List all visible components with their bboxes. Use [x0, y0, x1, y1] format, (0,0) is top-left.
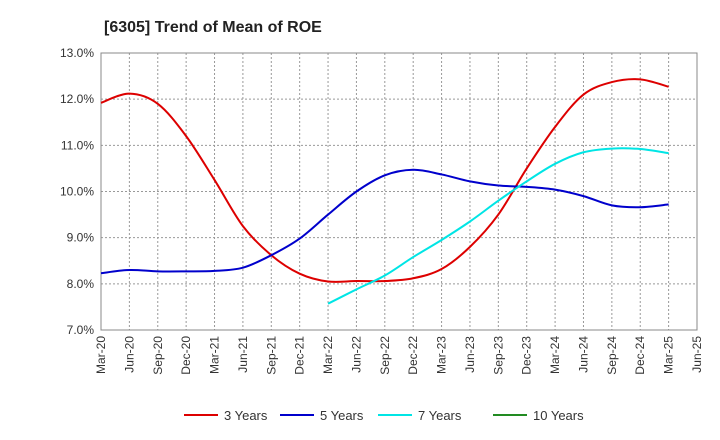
y-tick-label: 12.0% — [60, 92, 94, 106]
series-lines — [100, 78, 669, 305]
series-line-5-years — [100, 168, 669, 275]
series-line-7-years — [327, 147, 669, 305]
chart-title: [6305] Trend of Mean of ROE — [104, 19, 322, 36]
x-tick-label: Sep-23 — [491, 336, 505, 375]
y-tick-label: 11.0% — [61, 138, 94, 152]
plot-area-border — [100, 52, 698, 331]
x-tick-label: Jun-21 — [236, 336, 250, 373]
x-tick-label: Mar-24 — [548, 336, 562, 374]
legend: 3 Years 5 Years 7 Years 10 Years — [184, 408, 584, 423]
x-tick-label: Mar-23 — [435, 336, 449, 374]
legend-label-7-years: 7 Years — [418, 408, 462, 423]
x-tick-label: Jun-25 — [690, 336, 704, 373]
x-tick-label: Dec-21 — [293, 336, 307, 375]
x-tick-label: Dec-23 — [520, 336, 534, 375]
x-tick-label: Jun-24 — [576, 336, 590, 373]
x-tick-label: Dec-20 — [179, 336, 193, 375]
legend-label-5-years: 5 Years — [320, 408, 364, 423]
x-tick-label: Sep-24 — [605, 336, 619, 375]
x-tick-label: Jun-22 — [349, 336, 363, 373]
legend-label-10-years: 10 Years — [533, 408, 584, 423]
axes: 7.0% 8.0% 9.0% 10.0% 11.0% 12.0% 13.0% Mar-20 Ju… — [60, 46, 704, 375]
legend-label-3-years: 3 Years — [224, 408, 268, 423]
y-tick-label: 8.0% — [67, 277, 95, 291]
x-tick-label: Jun-23 — [463, 336, 477, 373]
x-tick-label: Dec-24 — [633, 336, 647, 375]
x-tick-label: Mar-21 — [208, 336, 222, 374]
x-tick-label: Sep-21 — [264, 336, 278, 375]
x-tick-label: Mar-22 — [321, 336, 335, 374]
x-tick-label: Mar-20 — [94, 336, 108, 374]
x-tick-label: Jun-20 — [122, 336, 136, 373]
y-tick-label: 9.0% — [67, 231, 95, 245]
x-tick-label: Sep-22 — [378, 336, 392, 375]
y-tick-label: 10.0% — [60, 185, 94, 199]
x-tick-label: Dec-22 — [406, 336, 420, 375]
y-tick-label: 13.0% — [60, 46, 94, 60]
grid — [101, 53, 697, 330]
x-tick-label: Mar-25 — [662, 336, 676, 374]
x-tick-label: Sep-20 — [151, 336, 165, 375]
y-tick-label: 7.0% — [67, 323, 95, 337]
series-line-3-years — [100, 78, 669, 283]
